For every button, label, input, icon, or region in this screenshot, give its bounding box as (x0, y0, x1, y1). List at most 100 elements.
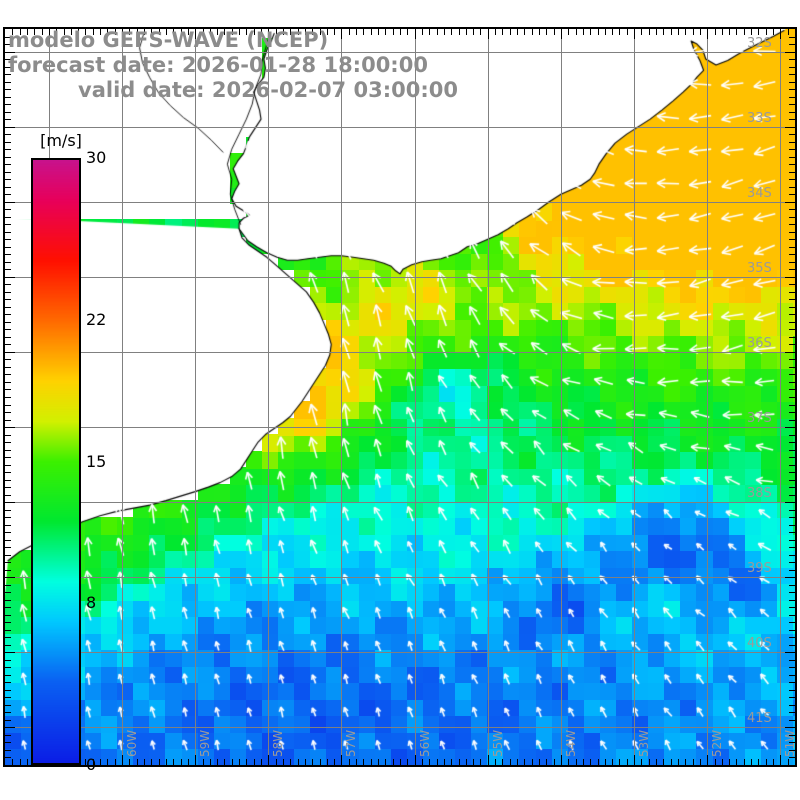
colorbar-gradient (33, 160, 79, 763)
axis-tick-lat (5, 164, 11, 165)
gridline-lon-51W (780, 29, 781, 765)
axis-tick-lon (554, 759, 555, 765)
axis-tick-lat (5, 217, 11, 218)
axis-tick-lon (502, 759, 503, 765)
colorbar-legend: [m/s] 30 22 15 8 0 (0, 0, 140, 800)
axis-tick-lon (583, 759, 584, 765)
axis-tick-lon (700, 29, 701, 35)
axis-tick-lat (5, 405, 11, 406)
axis-tick-lon (780, 29, 781, 39)
axis-tick-lon (554, 29, 555, 35)
axis-tick-lon (407, 759, 408, 765)
axis-tick-lon (159, 759, 160, 765)
map-viewport[interactable]: 61W60W59W58W57W56W55W54W53W52W51W32S33S3… (5, 29, 795, 765)
axis-tick-lon (363, 759, 364, 765)
axis-tick-lat (5, 705, 11, 706)
axis-tick-lon (188, 29, 189, 35)
axis-tick-lon (429, 759, 430, 765)
colorbar-tick-22: 22 (86, 309, 107, 329)
axis-tick-lon (349, 29, 350, 35)
axis-tick-lon (546, 759, 547, 765)
axis-tick-lon (758, 29, 759, 35)
axis-tick-lon (437, 29, 438, 35)
axis-tick-lat (785, 202, 795, 203)
axis-tick-lat (789, 179, 795, 180)
axis-tick-lat (5, 690, 11, 691)
axis-tick-lat (789, 457, 795, 458)
axis-tick-lon (217, 29, 218, 35)
axis-tick-lon (619, 29, 620, 35)
axis-tick-lat (789, 299, 795, 300)
axis-tick-lon (363, 29, 364, 35)
axis-tick-lat (789, 284, 795, 285)
axis-tick-lon (751, 29, 752, 35)
axis-tick-lon (766, 759, 767, 765)
axis-tick-lat (789, 217, 795, 218)
axis-tick-lat (5, 172, 11, 173)
axis-tick-lat (5, 682, 11, 683)
axis-tick-lon (758, 759, 759, 765)
axis-tick-lat (789, 82, 795, 83)
axis-tick-lat (5, 314, 11, 315)
axis-tick-lat (789, 412, 795, 413)
axis-tick-lat (789, 570, 795, 571)
axis-tick-lon (751, 759, 752, 765)
axis-tick-lon (590, 29, 591, 35)
axis-tick-lat (789, 607, 795, 608)
axis-tick-lat (785, 652, 795, 653)
axis-tick-lon (224, 759, 225, 765)
axis-tick-lat (789, 405, 795, 406)
axis-tick-lat (5, 337, 11, 338)
axis-tick-lon (407, 29, 408, 35)
axis-tick-lat (5, 757, 11, 758)
axis-tick-lat (5, 322, 11, 323)
axis-tick-lon (393, 29, 394, 35)
axis-tick-lat (5, 555, 11, 556)
axis-tick-lon (641, 759, 642, 765)
axis-tick-lon (283, 29, 284, 35)
axis-tick-lon (444, 29, 445, 35)
axis-tick-lat (789, 540, 795, 541)
axis-tick-lon (173, 759, 174, 765)
axis-tick-lon (510, 29, 511, 35)
axis-tick-lon (568, 759, 569, 765)
axis-tick-lon (100, 29, 101, 35)
axis-tick-lat (5, 547, 11, 548)
axis-tick-lon (144, 759, 145, 765)
axis-tick-lon (129, 29, 130, 35)
axis-tick-lat (5, 97, 11, 98)
axis-tick-lat (5, 540, 11, 541)
axis-tick-lon (700, 759, 701, 765)
axis-tick-lat (5, 187, 11, 188)
axis-tick-lat (789, 119, 795, 120)
axis-tick-lat (5, 645, 11, 646)
axis-tick-lat (789, 592, 795, 593)
axis-tick-lat (789, 667, 795, 668)
lat-label-35S: 35S (747, 260, 772, 276)
map-frame[interactable]: 61W60W59W58W57W56W55W54W53W52W51W32S33S3… (3, 27, 797, 767)
axis-tick-lat (5, 427, 15, 428)
axis-tick-lat (5, 149, 11, 150)
lon-label-52W: 52W (710, 729, 725, 757)
axis-tick-lon (649, 759, 650, 765)
axis-tick-lon (495, 29, 496, 35)
axis-tick-lon (451, 759, 452, 765)
axis-tick-lat (789, 157, 795, 158)
axis-tick-lat (789, 329, 795, 330)
axis-tick-lat (789, 555, 795, 556)
gridline-lon-52W (707, 29, 708, 765)
axis-tick-lat (789, 292, 795, 293)
axis-tick-lat (5, 465, 11, 466)
axis-tick-lon (276, 759, 277, 765)
axis-tick-lat (789, 262, 795, 263)
axis-tick-lon (693, 759, 694, 765)
axis-tick-lon (561, 755, 562, 765)
axis-tick-lat (789, 307, 795, 308)
axis-tick-lon (729, 759, 730, 765)
axis-tick-lat (789, 510, 795, 511)
axis-tick-lat (5, 344, 11, 345)
axis-tick-lat (5, 224, 11, 225)
axis-tick-lon (788, 29, 789, 35)
axis-tick-lon (480, 29, 481, 35)
axis-tick-lon (385, 29, 386, 35)
